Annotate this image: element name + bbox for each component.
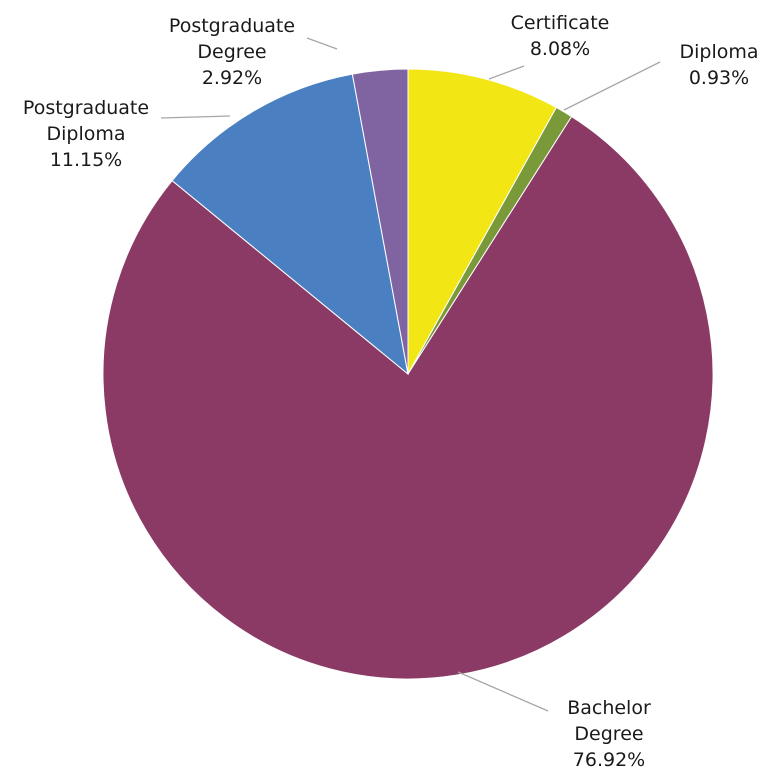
data-label-name: Diploma	[46, 123, 125, 145]
leader-line-certificate	[488, 65, 525, 80]
labels-layer: Certificate 8.08% Diploma 0.93% Bachelor Degr…	[23, 12, 759, 771]
leader-line-diploma	[563, 61, 661, 111]
leader-line-postgraduate-degree	[306, 37, 338, 50]
pie-slice-postgraduate-diploma	[171, 73, 409, 376]
data-label-name: Postgraduate	[169, 15, 295, 37]
data-label-diploma: Diploma 0.93%	[679, 41, 758, 89]
data-label-value: 2.92%	[202, 67, 262, 89]
data-label-value: 11.15%	[50, 149, 122, 171]
data-label-name: Certificate	[511, 12, 610, 34]
data-label-value: 0.93%	[689, 67, 749, 89]
data-label-bachelor-degree: Bachelor Degree 76.92%	[567, 697, 651, 771]
pie-slice-bachelor-degree	[102, 115, 714, 680]
pie-slice-certificate	[407, 68, 557, 376]
data-label-name: Postgraduate	[23, 97, 149, 119]
slices-layer	[102, 68, 714, 680]
leader-line-postgraduate-diploma	[160, 115, 231, 119]
data-label-postgraduate-diploma: Postgraduate Diploma 11.15%	[23, 97, 149, 171]
data-label-value: 76.92%	[573, 749, 645, 771]
pie-slice-postgraduate-degree	[351, 68, 409, 375]
leader-line-bachelor-degree	[457, 671, 549, 712]
data-label-name: Degree	[574, 723, 643, 745]
data-label-name: Degree	[197, 41, 266, 63]
data-label-name: Bachelor	[567, 697, 651, 719]
data-label-name: Diploma	[679, 41, 758, 63]
data-label-certificate: Certificate 8.08%	[511, 12, 610, 60]
data-label-value: 8.08%	[530, 38, 590, 60]
data-label-postgraduate-degree: Postgraduate Degree 2.92%	[169, 15, 295, 89]
leader-lines-layer	[160, 37, 661, 712]
